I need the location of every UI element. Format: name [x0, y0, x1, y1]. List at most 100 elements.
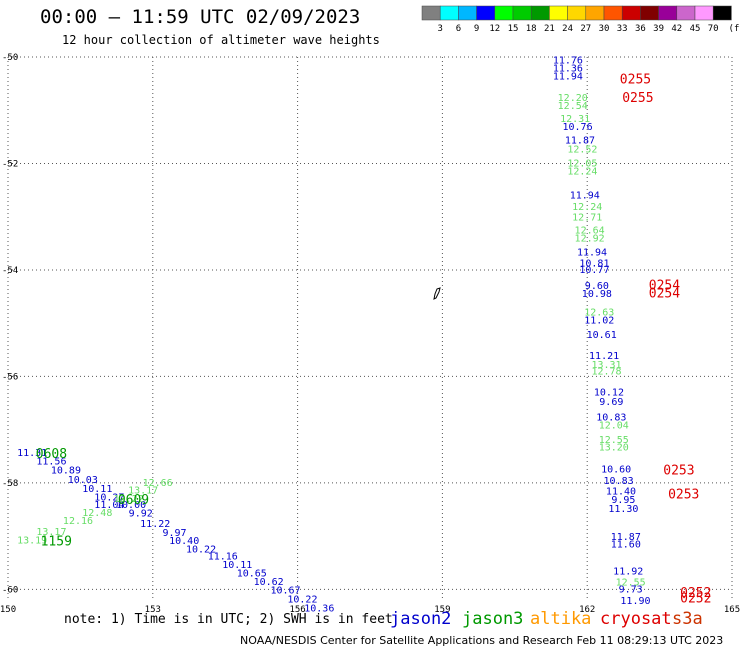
axis-tick-labels: 150 153 156 159 162 165 -50 -52 -54 -56 -58 -60	[0, 53, 740, 615]
colorbar-unit-label: (ft)	[729, 24, 740, 34]
colorbar-swatch	[567, 5, 587, 21]
colorbar-tick-label: 12	[489, 24, 500, 34]
wave-height-label: 12.71	[572, 213, 602, 224]
wave-height-label: 12.24	[567, 166, 597, 177]
pass-time-label: 0252	[680, 591, 711, 606]
wave-height-label: 12.63	[584, 307, 614, 318]
wave-height-label: 12.31	[560, 114, 590, 125]
colorbar-swatch	[458, 5, 477, 21]
wave-height-label: 11.56	[36, 457, 66, 468]
wave-height-label: 11.40	[606, 486, 636, 497]
wave-height-label: 13.17	[128, 485, 158, 496]
wave-height-label: 10.89	[51, 466, 81, 477]
wave-height-label: 10.81	[579, 258, 609, 269]
map-grid	[7, 56, 733, 600]
wave-height-label: 11.76	[553, 56, 583, 67]
pass-time-label: 0253	[668, 488, 699, 503]
wave-height-label: 12.48	[82, 508, 112, 519]
x-tick-label: 153	[145, 605, 161, 615]
y-tick-label: -56	[2, 372, 18, 382]
x-tick-label: 159	[434, 605, 450, 615]
wave-height-label: 10.61	[587, 330, 617, 341]
pass-time-label: 0254	[649, 286, 680, 301]
wave-height-label: 11.87	[611, 532, 641, 543]
colorbar-swatch	[658, 5, 678, 21]
colorbar-swatch	[421, 5, 441, 21]
wave-height-label: 10.98	[582, 289, 612, 300]
colorbar-tick-label: 3	[437, 24, 442, 34]
colorbar-tick-label: 42	[671, 24, 682, 34]
wave-height-label: 11.87	[565, 136, 595, 147]
wave-height-label: 9.97	[162, 528, 186, 539]
wave-height-label: 11.16	[208, 551, 238, 562]
colorbar-tick-label: 39	[653, 24, 664, 34]
x-tick-label: 162	[579, 605, 595, 615]
wave-height-label: 10.27	[94, 493, 124, 504]
y-tick-label: -54	[2, 266, 18, 276]
colorbar-swatch	[512, 5, 532, 21]
wave-height-label: 9.73	[619, 584, 643, 595]
wave-height-label: 11.94	[577, 247, 607, 258]
pass-time-label: 0255	[620, 72, 651, 87]
wave-height-label: 10.11	[82, 484, 112, 495]
note-text: note: 1) Time is in UTC; 2) SWH is in fe…	[64, 612, 393, 627]
wave-height-label: 11.36	[553, 64, 583, 75]
colorbar-tick-label: 6	[456, 24, 461, 34]
colorbar-swatch	[712, 5, 732, 21]
colorbar-swatch	[439, 5, 459, 21]
y-tick-label: -50	[2, 53, 18, 63]
wave-height-label: 10.60	[601, 465, 631, 476]
wave-height-label: 12.20	[558, 93, 588, 104]
wave-height-label: 10.83	[596, 412, 626, 423]
wave-height-label: 12.04	[599, 420, 629, 431]
wave-height-label: 12.24	[572, 202, 602, 213]
legend-altika: altika	[530, 609, 592, 629]
colorbar-tick-label: 21	[544, 24, 555, 34]
wave-height-label: 11.94	[570, 190, 600, 201]
wave-height-label: 11.92	[613, 567, 643, 578]
footer-credit: NOAA/NESDIS Center for Satellite Applica…	[240, 634, 724, 647]
colorbar-swatch	[585, 5, 605, 21]
colorbar-swatch	[621, 5, 641, 21]
colorbar-tick-label: 9	[474, 24, 479, 34]
wave-height-label: 9.60	[585, 281, 609, 292]
colorbar-swatch	[530, 5, 550, 21]
wave-height-label: 11.04	[94, 500, 124, 511]
y-tick-label: -60	[2, 585, 18, 595]
wave-height-label: 13.17	[36, 527, 66, 538]
x-tick-label: 150	[0, 605, 16, 615]
wave-height-label: 10.40	[169, 536, 199, 547]
x-tick-label: 165	[724, 605, 740, 615]
wave-height-label: 11.22	[140, 519, 170, 530]
wave-height-label: 11.60	[611, 540, 641, 551]
colorbar-tick-label: 15	[508, 24, 519, 34]
y-tick-label: -52	[2, 159, 18, 169]
wave-height-label: 9.92	[129, 509, 153, 520]
wave-height-label: 12.22	[114, 494, 144, 505]
wave-height-label: 12.55	[599, 435, 629, 446]
wave-height-label: 11.94	[553, 72, 583, 83]
x-tick-label: 156	[289, 605, 305, 615]
page-title: 00:00 – 11:59 UTC 02/09/2023	[40, 6, 361, 28]
wave-height-label: 11.30	[608, 504, 638, 515]
wave-height-label: 10.12	[594, 387, 624, 398]
wave-height-label: 10.62	[254, 577, 284, 588]
legend-s3a: s3a	[672, 609, 703, 629]
wave-height-label: 10.00	[116, 500, 146, 511]
colorbar-swatch	[603, 5, 623, 21]
colorbar-swatch	[676, 5, 696, 21]
wave-height-label: 10.03	[68, 475, 98, 486]
wave-height-label: 12.66	[143, 478, 173, 489]
page-subtitle: 12 hour collection of altimeter wave hei…	[62, 33, 380, 47]
wave-height-label: 13.19	[17, 535, 47, 546]
wave-height-label: 11.21	[589, 351, 619, 362]
wave-height-label: 10.65	[237, 568, 267, 579]
wave-height-label: 11.02	[584, 315, 614, 326]
colorbar-tick-label: 27	[580, 24, 591, 34]
wave-height-label: 12.54	[558, 101, 588, 112]
wave-height-label: 10.36	[304, 603, 334, 614]
wave-height-label: 9.69	[599, 397, 623, 408]
